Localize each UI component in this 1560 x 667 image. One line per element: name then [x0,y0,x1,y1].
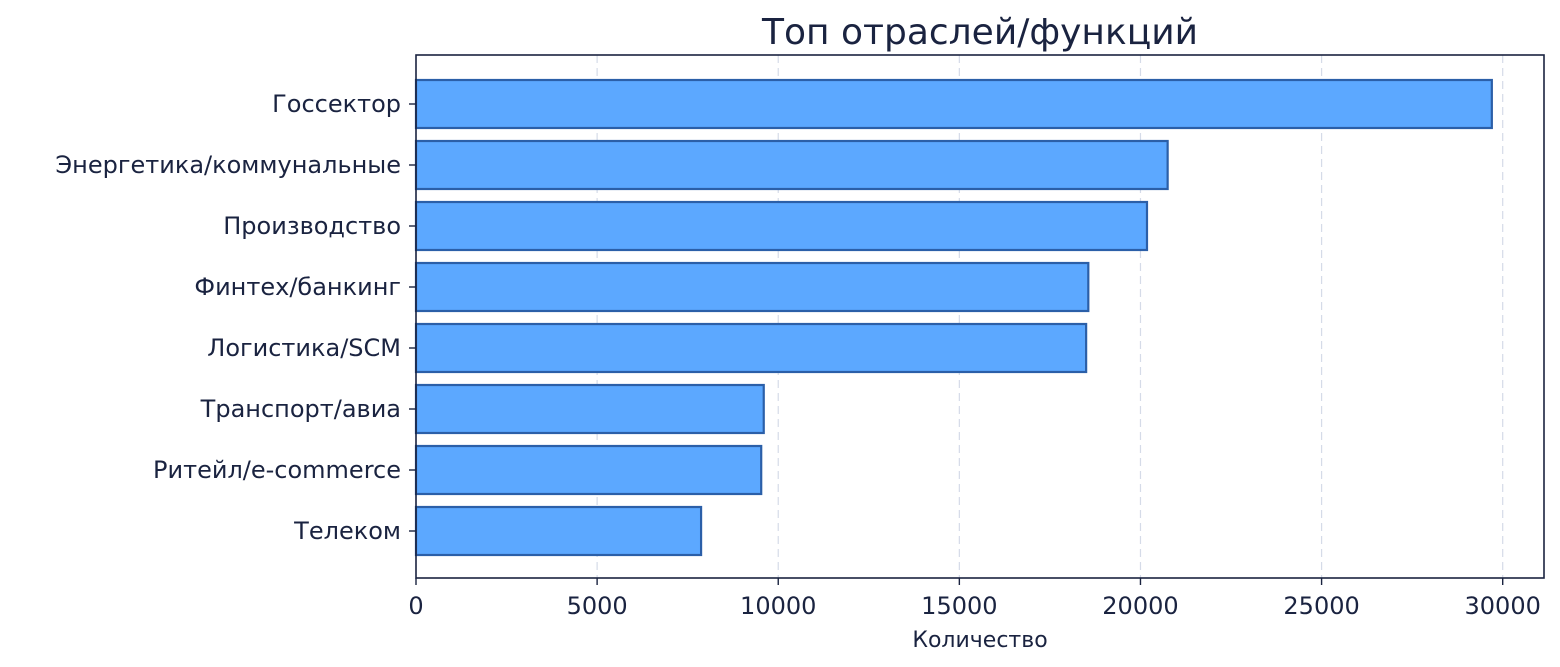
category-label: Телеком [293,517,401,545]
category-label: Ритейл/e-commerce [153,456,401,484]
x-axis-ticks: 0 5000 10000 15000 20000 25000 30000 [408,578,1541,620]
y-axis-ticks: Госсектор Энергетика/коммунальные Производ… [55,90,416,545]
category-label: Финтех/банкинг [194,273,401,301]
bar [414,444,763,496]
chart-title: Топ отраслей/функций [761,12,1198,53]
bar [414,78,1493,130]
grid-lines [596,55,1504,578]
bar [414,322,1088,374]
category-label: Производство [223,212,401,240]
x-axis-label: Количество [912,628,1047,653]
x-tick-label: 10000 [740,592,816,620]
x-tick-label: 30000 [1465,592,1541,620]
bar [414,200,1149,252]
bar [414,505,703,557]
category-label: Энергетика/коммунальные [55,151,401,179]
category-label: Госсектор [272,90,401,118]
x-tick-label: 20000 [1102,592,1178,620]
x-tick-label: 15000 [921,592,997,620]
x-tick-label: 25000 [1283,592,1359,620]
x-tick-label: 5000 [567,592,628,620]
bar [414,383,765,435]
category-label: Транспорт/авиа [200,395,401,423]
category-label: Логистика/SCM [207,334,401,362]
bar [414,261,1090,313]
bar [414,139,1169,191]
plot-frame [415,54,1545,579]
bars [414,78,1493,557]
x-tick-label: 0 [408,592,423,620]
